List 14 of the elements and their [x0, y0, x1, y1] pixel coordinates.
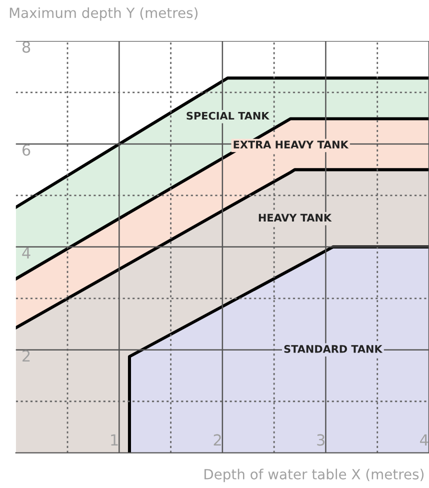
y-tick-label: 4: [22, 247, 30, 259]
x-tick-label: 2: [214, 434, 221, 446]
y-tick-label: 2: [22, 350, 30, 362]
y-tick-label: 6: [22, 144, 30, 156]
x-tick-label: 1: [111, 434, 118, 446]
annotation: HEAVY TANK: [258, 214, 332, 222]
x-tick-label: 3: [317, 434, 324, 446]
annotation: EXTRA HEAVY TANK: [234, 140, 349, 148]
x-tick-label: 4: [420, 434, 428, 446]
y-tick-label: 8: [22, 41, 30, 53]
x-axis-title: Depth of water table X (metres): [204, 468, 424, 482]
annotation: STANDARD TANK: [284, 345, 383, 353]
y-axis-title: Maximum depth Y (metres): [10, 7, 198, 21]
annotation: SPECIAL TANK: [186, 112, 270, 120]
